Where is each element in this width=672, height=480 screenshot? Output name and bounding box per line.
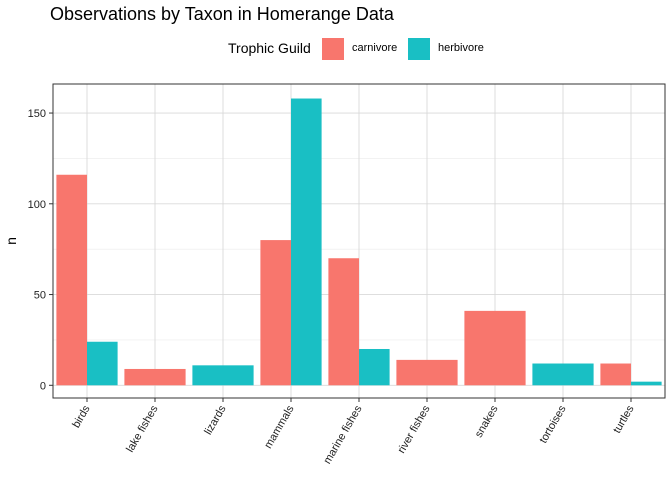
chart-title: Observations by Taxon in Homerange Data (50, 4, 394, 24)
bar-herbivore (359, 348, 390, 386)
y-tick-label: 150 (28, 108, 46, 120)
legend-title: Trophic Guild (228, 40, 311, 56)
x-tick-label: lake fishes (124, 403, 161, 454)
x-tick-label: marine fishes (321, 403, 364, 466)
bar-carnivore (260, 240, 291, 386)
bar-herbivore (291, 98, 322, 386)
y-tick-label: 0 (40, 380, 46, 392)
bar-carnivore (464, 310, 526, 386)
bar-herbivore (532, 363, 594, 386)
x-tick-label: mammals (262, 403, 296, 451)
legend-key-herbivore (408, 38, 430, 60)
bar-carnivore (396, 359, 458, 386)
x-tick-label: snakes (473, 403, 501, 440)
legend: Trophic Guild carnivore herbivore (0, 36, 672, 62)
legend-key-carnivore (322, 38, 344, 60)
y-tick-label: 50 (34, 290, 46, 302)
x-tick-label: birds (70, 403, 93, 430)
bar-herbivore (192, 365, 254, 386)
x-tick-label: turtles (611, 403, 637, 435)
bar-herbivore (631, 381, 662, 386)
bar-carnivore (124, 368, 186, 386)
y-tick-label: 100 (28, 199, 46, 211)
bar-carnivore (328, 258, 359, 386)
x-tick-label: river fishes (396, 403, 433, 455)
legend-label-carnivore: carnivore (352, 42, 398, 54)
bar-herbivore (87, 341, 118, 386)
x-tick-label: tortoises (537, 403, 568, 445)
y-axis-title: n (3, 237, 19, 245)
x-tick-label: lizards (202, 403, 229, 437)
bar-carnivore (56, 174, 87, 386)
bar-carnivore (600, 363, 631, 386)
legend-label-herbivore: herbivore (438, 42, 484, 54)
